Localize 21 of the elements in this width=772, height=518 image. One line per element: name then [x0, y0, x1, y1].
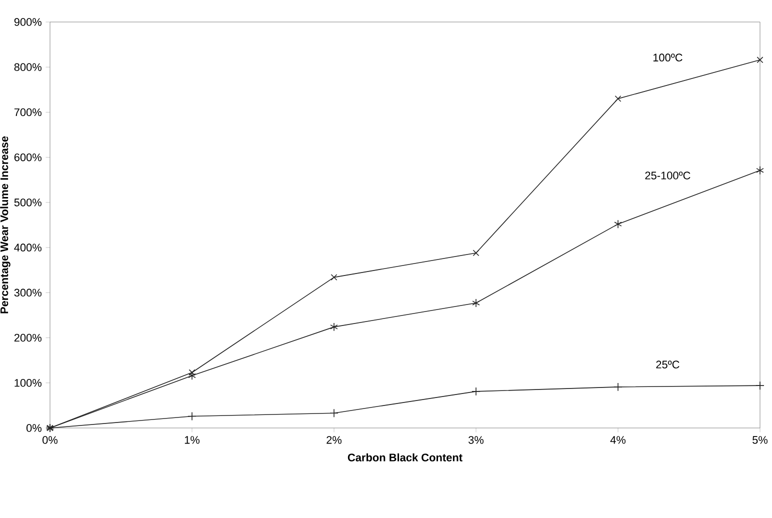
y-tick-label: 0% — [26, 424, 42, 432]
series-label: 25ºC — [656, 360, 680, 368]
y-tick-label: 500% — [14, 198, 42, 206]
x-axis-title: Carbon Black Content — [348, 453, 462, 462]
x-tick-label: 3% — [468, 436, 484, 444]
y-tick-label: 600% — [14, 153, 42, 162]
y-tick-label: 900% — [14, 18, 42, 26]
series-label: 25-100ºC — [645, 172, 690, 180]
x-tick-label: 2% — [326, 436, 342, 444]
y-tick-label: 400% — [14, 244, 42, 252]
y-tick-label: 100% — [14, 379, 42, 387]
y-tick-label: 300% — [14, 288, 42, 297]
x-tick-label: 1% — [184, 436, 200, 444]
x-tick-label: 0% — [42, 436, 58, 444]
y-tick-label: 800% — [14, 63, 42, 71]
series-label: 100ºC — [653, 54, 682, 62]
y-axis-title: Percentage Wear Volume Increase — [0, 136, 10, 314]
x-tick-label: 4% — [610, 436, 626, 444]
y-tick-label: 700% — [14, 108, 42, 116]
y-tick-label: 200% — [14, 334, 42, 342]
x-tick-label: 5% — [752, 436, 768, 444]
